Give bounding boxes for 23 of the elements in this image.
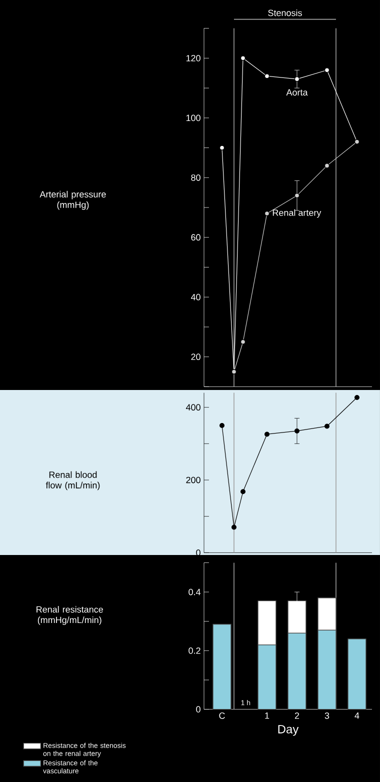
x-tick-label: 4 xyxy=(354,712,360,719)
x-tick-label: 2 xyxy=(294,712,300,719)
y-tick-label: 200 xyxy=(186,476,200,484)
y-axis-title: Renal blood flow (mL/min) xyxy=(46,471,100,490)
y-tick-label: 0.4 xyxy=(188,588,201,596)
y-tick-label: 80 xyxy=(191,174,200,181)
y-tick-label: 100 xyxy=(186,114,200,122)
y-tick-label: 0 xyxy=(196,706,200,712)
x-axis-title: Day xyxy=(278,725,299,736)
x-tick-label: 3 xyxy=(324,712,330,719)
x-tick-label: 1 xyxy=(265,712,270,719)
y-axis-title: Arterial pressure (mmHg) xyxy=(40,190,106,210)
y-tick-label: 20 xyxy=(191,354,200,360)
y-tick-label: 60 xyxy=(191,234,200,241)
y-tick-label: 40 xyxy=(190,294,200,300)
series-label: Aorta xyxy=(286,89,308,96)
y-tick-label: 0.2 xyxy=(188,647,200,654)
y-tick-label: 400 xyxy=(186,404,200,411)
series-label: Renal artery xyxy=(272,209,322,218)
text: Stenosis xyxy=(268,9,302,16)
y-axis-title: Renal resistance (mmHg/mL/min) xyxy=(36,606,103,625)
y-tick-label: 120 xyxy=(186,54,200,62)
x-tick-label: C xyxy=(219,712,225,719)
